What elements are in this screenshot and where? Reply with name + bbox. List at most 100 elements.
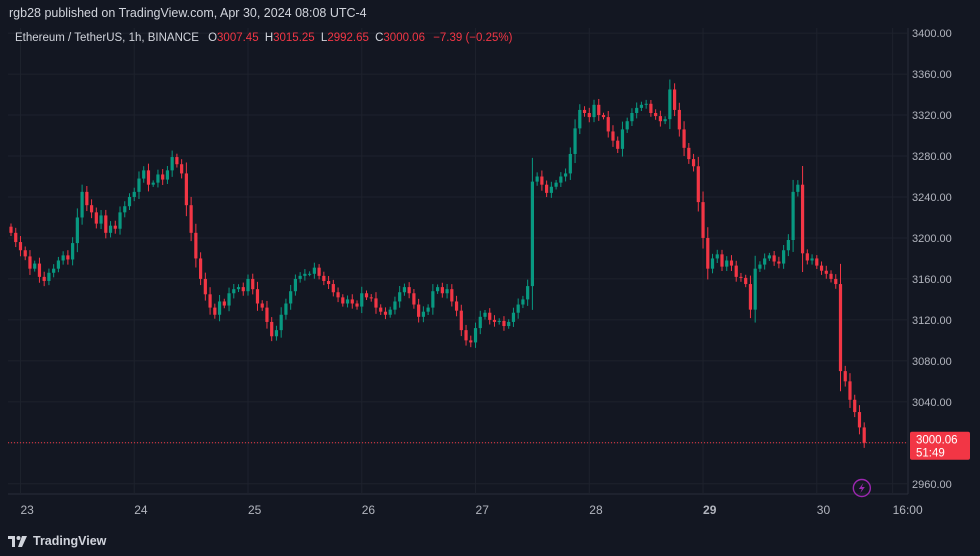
candle: [260, 300, 264, 311]
candle-body: [620, 129, 625, 149]
candle: [132, 187, 136, 202]
candle-body: [393, 301, 397, 310]
candle-body: [142, 170, 146, 179]
legend-symbol[interactable]: Ethereum / TetherUS, 1h, BINANCE: [15, 32, 199, 44]
candle: [440, 282, 444, 298]
candle: [417, 298, 421, 323]
candle-body: [554, 182, 558, 187]
candle-body: [753, 268, 757, 310]
candle-body: [862, 427, 866, 443]
candle-body: [85, 191, 89, 206]
candle-body: [644, 103, 648, 105]
candle-body: [606, 117, 610, 132]
candle-body: [597, 104, 601, 116]
candle: [436, 284, 440, 294]
y-tick-label: 3400.00: [912, 28, 952, 40]
candle: [649, 100, 653, 117]
candle-body: [360, 293, 364, 307]
lightning-event-icon[interactable]: [852, 478, 872, 498]
candle: [502, 316, 506, 331]
candle-body: [236, 287, 241, 290]
candle-body: [289, 291, 293, 304]
candle-body: [440, 287, 444, 294]
candle: [786, 234, 790, 257]
candle-body: [739, 276, 743, 278]
legend-change-value: −7.39 (−0.25%): [433, 32, 513, 44]
candle: [573, 119, 577, 164]
y-tick-label: 3160.00: [912, 274, 952, 286]
candle: [540, 170, 544, 191]
candle-body: [710, 258, 715, 269]
candle: [227, 287, 231, 312]
tradingview-brand[interactable]: TradingView: [8, 534, 106, 548]
candle: [9, 223, 13, 236]
x-tick-label: 16:00: [893, 503, 923, 517]
candle: [104, 209, 108, 239]
candle: [355, 300, 359, 310]
candle: [563, 168, 568, 182]
candle: [630, 108, 634, 126]
candle-body: [284, 303, 288, 315]
candle: [360, 286, 364, 314]
candle-body: [635, 107, 639, 114]
candle-body: [611, 131, 615, 141]
candle-body: [412, 293, 416, 305]
candle: [431, 284, 435, 315]
candle-body: [251, 278, 255, 290]
candle-body: [469, 340, 473, 343]
x-tick-label: 23: [20, 503, 34, 517]
candle-body: [582, 109, 587, 114]
candle: [469, 335, 473, 348]
candle: [488, 308, 492, 325]
candle-body: [511, 312, 516, 322]
candle: [312, 262, 316, 279]
candle: [554, 179, 558, 190]
candle-body: [9, 226, 13, 233]
candle: [507, 319, 511, 329]
candle-body: [549, 186, 553, 193]
candle-body: [265, 307, 269, 322]
candle: [350, 294, 354, 309]
candle-body: [668, 89, 672, 120]
candle-body: [345, 299, 350, 304]
candle: [815, 255, 819, 269]
candle-body: [540, 176, 544, 185]
candle-body: [478, 316, 482, 329]
candle-body: [398, 292, 402, 302]
candle: [639, 101, 644, 111]
y-tick-label: 3280.00: [912, 151, 952, 163]
candle-body: [75, 217, 79, 244]
y-tick-label: 3360.00: [912, 69, 952, 81]
candle: [303, 269, 307, 281]
candle: [421, 306, 425, 323]
candle-body: [658, 116, 662, 122]
candle: [298, 272, 302, 283]
candle-body: [834, 278, 838, 285]
candle: [782, 244, 786, 269]
candle-body: [445, 289, 449, 294]
x-tick-label: 27: [476, 503, 490, 517]
candle: [236, 284, 241, 293]
x-tick-label: 24: [134, 503, 148, 517]
candle: [293, 274, 297, 296]
candle-body: [28, 256, 32, 269]
candle-body: [326, 280, 331, 285]
candle-body: [663, 119, 667, 122]
candle: [369, 294, 373, 302]
candle: [123, 201, 127, 218]
candle: [620, 121, 625, 157]
candle-body: [767, 255, 771, 259]
candle-body: [194, 232, 198, 259]
candle: [383, 307, 388, 320]
candle-body: [777, 261, 781, 264]
candle: [146, 163, 151, 192]
candle-body: [189, 205, 193, 233]
candle-body: [417, 304, 421, 317]
candle-body: [407, 287, 411, 294]
candle: [464, 324, 468, 346]
candle: [682, 121, 686, 157]
candle: [625, 117, 629, 133]
candle: [279, 307, 283, 338]
y-tick-label: 3080.00: [912, 356, 952, 368]
